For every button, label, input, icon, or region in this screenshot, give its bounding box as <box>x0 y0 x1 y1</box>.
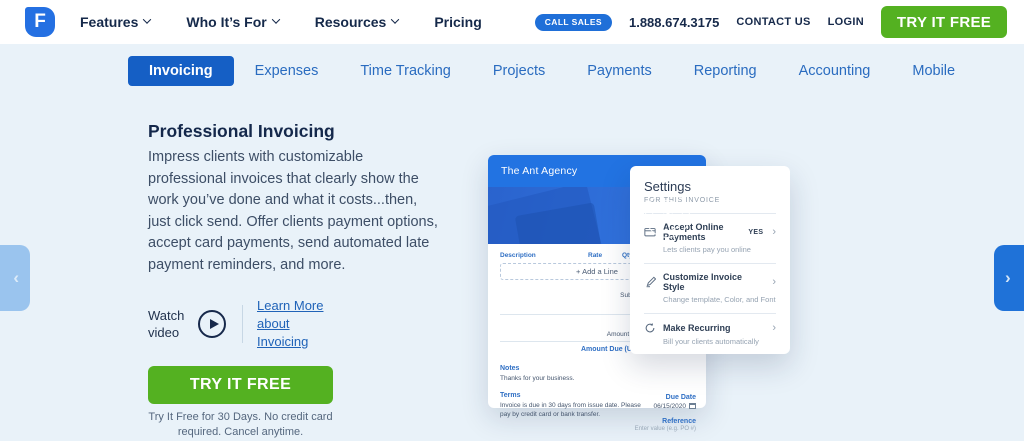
chevron-right-icon: › <box>772 276 776 288</box>
invoice-notes: Notes Thanks for your business. <box>500 365 575 382</box>
carousel-next-button[interactable]: › <box>994 245 1024 311</box>
chevron-right-icon: › <box>772 322 776 334</box>
divider <box>644 213 776 214</box>
tab-projects[interactable]: Projects <box>492 63 546 79</box>
hero-description: Impress clients with customizable profes… <box>148 149 438 273</box>
settings-title: Settings <box>644 179 691 194</box>
invoice-settings-panel: Settings FOR THIS INVOICE Accept Online … <box>630 166 790 354</box>
learn-more-link[interactable]: Learn More about Invoicing <box>257 298 324 349</box>
try-it-free-button-header[interactable]: TRY IT FREE <box>881 6 1007 38</box>
top-header: F Features Who It’s For Resources Pricin… <box>0 0 1024 44</box>
divider <box>644 263 776 264</box>
tab-invoicing[interactable]: Invoicing <box>128 56 234 86</box>
call-sales-badge: CALL SALES <box>534 13 612 31</box>
divider <box>500 341 694 342</box>
header-actions: CALL SALES 1.888.674.3175 CONTACT US LOG… <box>534 0 1007 44</box>
play-video-icon[interactable] <box>198 310 226 338</box>
tab-accounting[interactable]: Accounting <box>798 63 871 79</box>
watch-video-label: Watch video <box>148 308 185 340</box>
paintbrush-icon <box>646 276 656 288</box>
recurring-icon <box>645 323 655 333</box>
nav-item-resources[interactable]: Resources <box>315 14 400 30</box>
due-date-label: Due Date <box>665 394 696 401</box>
invoice-banner-image <box>488 187 706 244</box>
chevron-down-icon <box>271 14 280 24</box>
login-link[interactable]: LOGIN <box>827 16 864 28</box>
reference-input[interactable]: Enter value (e.g. PO #) <box>634 426 696 432</box>
tab-reporting[interactable]: Reporting <box>693 63 757 79</box>
divider <box>500 314 694 315</box>
nav-item-features[interactable]: Features <box>80 14 152 30</box>
chevron-down-icon <box>143 14 152 24</box>
try-it-free-button-hero[interactable]: TRY IT FREE <box>148 366 333 404</box>
chevron-right-icon: › <box>772 226 776 238</box>
tab-payments[interactable]: Payments <box>587 63 652 79</box>
chevron-down-icon <box>391 14 400 24</box>
contact-us-link[interactable]: CONTACT US <box>736 16 811 28</box>
ant-icon <box>662 208 673 223</box>
setting-customize-invoice-style[interactable]: Customize Invoice Style › Change templat… <box>644 272 776 304</box>
tab-time-tracking[interactable]: Time Tracking <box>360 63 451 79</box>
invoice-meta: Due Date 06/15/2020 Reference Enter valu… <box>635 394 696 432</box>
carousel-prev-button[interactable]: ‹ <box>0 245 30 311</box>
ant-agency-logo-icon <box>645 193 690 238</box>
due-date-value[interactable]: 06/15/2020 <box>635 402 696 411</box>
invoice-terms: Terms Invoice is due in 30 days from iss… <box>500 392 641 418</box>
tab-mobile[interactable]: Mobile <box>912 63 956 79</box>
watch-video-row: Watch video Learn More about Invoicing <box>148 297 341 351</box>
chevron-right-icon: › <box>1005 268 1011 287</box>
feature-tabs: Invoicing Expenses Time Tracking Project… <box>128 56 976 86</box>
nav-item-who-its-for[interactable]: Who It’s For <box>186 14 280 30</box>
trial-fine-print: Try It Free for 30 Days. No credit card … <box>148 411 333 438</box>
freshbooks-logo[interactable]: F <box>25 7 55 37</box>
main-nav: Features Who It’s For Resources Pricing <box>80 0 482 44</box>
setting-make-recurring[interactable]: Make Recurring › Bill your clients autom… <box>644 322 776 346</box>
nav-item-pricing[interactable]: Pricing <box>434 14 482 30</box>
chevron-left-icon: ‹ <box>13 268 19 287</box>
divider <box>242 305 243 343</box>
reference-label: Reference <box>662 418 696 425</box>
tab-expenses[interactable]: Expenses <box>254 63 319 79</box>
divider <box>644 313 776 314</box>
setting-value: YES <box>748 228 764 236</box>
sales-phone-number[interactable]: 1.888.674.3175 <box>628 14 720 30</box>
calendar-icon <box>689 403 696 410</box>
page-title: Professional Invoicing <box>148 121 335 141</box>
